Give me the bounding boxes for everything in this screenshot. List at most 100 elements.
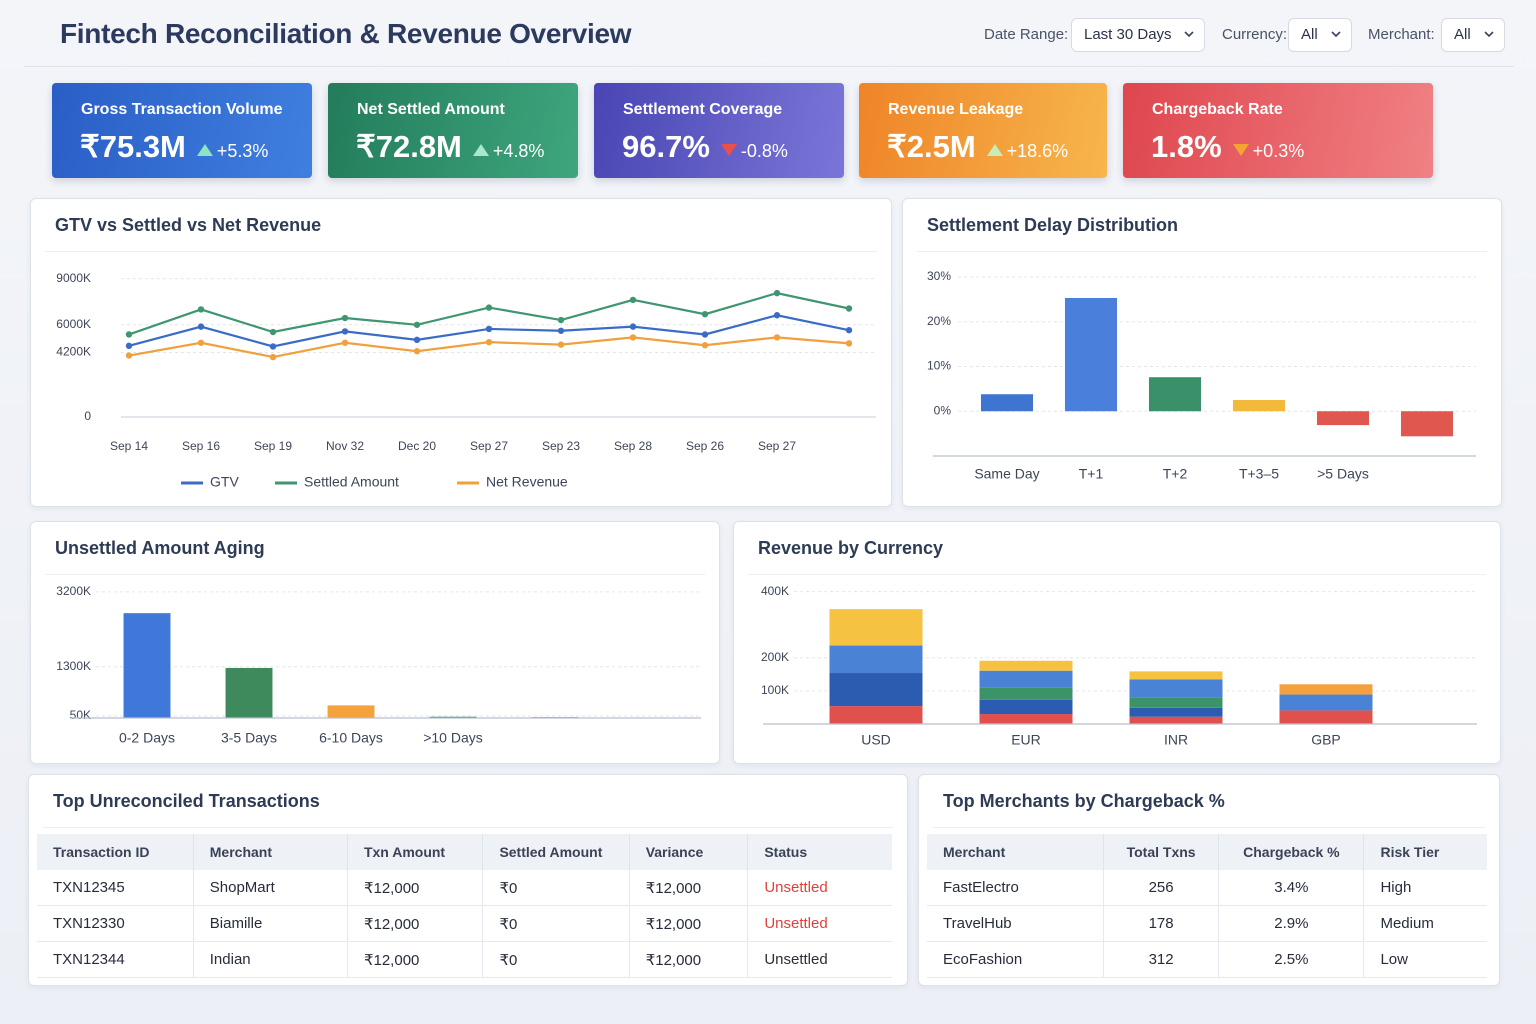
table-cell: ₹0 bbox=[482, 870, 630, 906]
x-tick-label: T+3–5 bbox=[1239, 466, 1279, 482]
table-cell: Indian bbox=[193, 941, 348, 978]
column-header: Merchant bbox=[193, 834, 348, 870]
column-header: Merchant bbox=[927, 834, 1104, 870]
table-row: FastElectro 256 3.4% High bbox=[927, 870, 1487, 906]
kpi-delta: +18.6% bbox=[1006, 141, 1069, 161]
y-tick-label: 4200K bbox=[56, 345, 91, 359]
data-point bbox=[341, 328, 349, 335]
panel-title: Unsettled Amount Aging bbox=[55, 538, 265, 558]
chart: 0% 10% 20% 30% Same Day T+1 T+2 T+3–5 >5 Days bbox=[927, 269, 1476, 482]
kpi-label: Gross Transaction Volume bbox=[81, 101, 283, 118]
table-cell: 3.4% bbox=[1218, 870, 1365, 906]
data-point bbox=[845, 305, 853, 312]
data-point bbox=[557, 316, 565, 324]
legend-label: Settled Amount bbox=[304, 474, 399, 490]
x-tick-label: Sep 28 bbox=[614, 439, 652, 453]
y-tick-label: 1300K bbox=[56, 659, 91, 673]
data-point bbox=[125, 342, 133, 350]
data-point bbox=[629, 323, 637, 330]
table-cell: FastElectro bbox=[927, 870, 1104, 906]
header-row: Merchant Total Txns Chargeback % Risk Tier bbox=[927, 834, 1487, 870]
chevron bbox=[1331, 31, 1341, 38]
bar bbox=[327, 705, 375, 718]
arrow bbox=[720, 144, 737, 156]
data-point bbox=[341, 339, 349, 346]
data-point bbox=[269, 328, 277, 336]
filter-label: Date Range: bbox=[984, 26, 1069, 43]
data-point bbox=[413, 348, 421, 355]
bar-segment bbox=[1129, 707, 1223, 717]
table-cell: 256 bbox=[1103, 870, 1220, 906]
data-point bbox=[197, 339, 205, 346]
kpi-label: Chargeback Rate bbox=[1152, 101, 1283, 118]
x-tick-label: T+1 bbox=[1079, 466, 1104, 482]
data-point bbox=[341, 314, 349, 322]
arrow bbox=[472, 144, 489, 156]
filter-value: All bbox=[1301, 26, 1318, 43]
bar-segment bbox=[829, 673, 923, 707]
bar-segment bbox=[1129, 697, 1223, 708]
table-cell: Medium bbox=[1363, 905, 1487, 942]
x-tick-label: 3-5 Days bbox=[221, 730, 277, 746]
column-header: Status bbox=[747, 834, 892, 870]
data-point bbox=[269, 353, 277, 361]
legend-label: Net Revenue bbox=[486, 474, 568, 490]
kpi-delta: +4.8% bbox=[492, 141, 545, 161]
data-point bbox=[773, 289, 781, 297]
table-cell: ₹0 bbox=[482, 941, 630, 978]
trend-arrow bbox=[986, 144, 1003, 156]
table-cell: TXN12345 bbox=[37, 870, 194, 906]
bar bbox=[429, 716, 477, 718]
data-point bbox=[701, 342, 709, 349]
chevron bbox=[1184, 31, 1194, 38]
kpi-value: ₹75.3M bbox=[80, 129, 186, 164]
kpi-value: ₹72.8M bbox=[356, 129, 462, 164]
table-cell: ₹12,000 bbox=[347, 905, 484, 942]
bar-segment bbox=[979, 660, 1073, 671]
title-divider bbox=[45, 251, 877, 252]
column-header: Variance bbox=[629, 834, 749, 870]
chart: 100K 200K 400K USD EUR INR GBP bbox=[761, 584, 1477, 748]
x-tick-label: USD bbox=[861, 732, 891, 748]
filter-label: Currency: bbox=[1222, 26, 1288, 43]
y-tick-label: 200K bbox=[761, 650, 789, 664]
table-cell: ShopMart bbox=[193, 870, 348, 906]
table-head: Transaction ID Merchant Txn Amount Settled … bbox=[37, 834, 892, 870]
legend-label: GTV bbox=[210, 474, 239, 490]
trend-arrow bbox=[196, 144, 213, 156]
filter-value: All bbox=[1454, 26, 1471, 43]
data-point bbox=[701, 331, 709, 338]
column-header: Total Txns bbox=[1103, 834, 1220, 870]
trend-arrow bbox=[1232, 144, 1249, 156]
table-cell: 312 bbox=[1103, 941, 1220, 978]
kpi-card: Gross Transaction Volume ₹75.3M +5.3% bbox=[52, 83, 312, 178]
filter-value: Last 30 Days bbox=[1084, 26, 1172, 43]
y-tick-label: 6000K bbox=[56, 317, 91, 331]
y-tick-label: 30% bbox=[927, 269, 951, 283]
data-point bbox=[701, 310, 709, 318]
chevron bbox=[1484, 31, 1494, 38]
x-tick-label: Sep 26 bbox=[686, 439, 724, 453]
bar-segment bbox=[979, 687, 1073, 700]
chevron-icon bbox=[1484, 31, 1494, 38]
y-tick-label: 400K bbox=[761, 584, 789, 598]
table-cell: 178 bbox=[1103, 905, 1220, 942]
table-head: Merchant Total Txns Chargeback % Risk Tier bbox=[927, 834, 1487, 870]
data-point bbox=[557, 327, 565, 334]
y-tick-label: 10% bbox=[927, 359, 951, 373]
filter-dropdown[interactable]: All bbox=[1288, 18, 1352, 52]
header-divider bbox=[24, 66, 1514, 67]
chevron-icon bbox=[1331, 31, 1341, 38]
bar-segment bbox=[1129, 716, 1223, 724]
bar bbox=[980, 394, 1034, 412]
filter-dropdown[interactable]: Last 30 Days bbox=[1071, 18, 1205, 52]
kpi-delta: +0.3% bbox=[1252, 141, 1305, 161]
x-tick-label: Sep 27 bbox=[758, 439, 796, 453]
panel-title: GTV vs Settled vs Net Revenue bbox=[55, 215, 322, 235]
filter-dropdown[interactable]: All bbox=[1441, 18, 1505, 52]
bar bbox=[1316, 411, 1370, 426]
panel-title: Top Merchants by Chargeback % bbox=[943, 791, 1225, 811]
kpi-row: ₹75.3M +5.3% bbox=[80, 129, 268, 165]
table-cell: ₹12,000 bbox=[347, 870, 484, 906]
kpi-card: Settlement Coverage 96.7% -0.8% bbox=[594, 83, 844, 178]
